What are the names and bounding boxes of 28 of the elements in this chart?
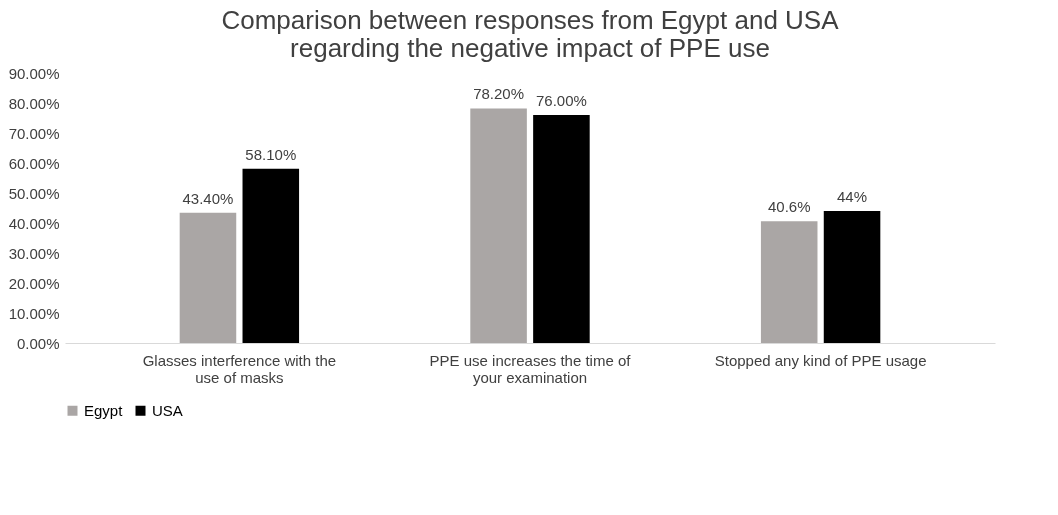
y-tick-label: 50.00% — [8, 184, 60, 202]
chart-title: Comparison between responses from Egypt and USA regarding the negative impact of PPE use — [221, 5, 840, 63]
y-tick-label: 80.00% — [8, 94, 60, 112]
data-label: 43.40% — [182, 189, 234, 207]
data-label: 44% — [837, 188, 868, 205]
data-label: 78.20% — [473, 85, 525, 103]
bar — [533, 115, 590, 343]
data-label: 76.00% — [535, 92, 587, 109]
y-tick-label: 10.00% — [8, 304, 60, 322]
bar — [242, 168, 300, 343]
y-tick-label: 0.00% — [16, 334, 60, 352]
y-tick-label: 90.00% — [8, 64, 60, 82]
y-tick-label: 60.00% — [8, 154, 60, 172]
bar — [179, 212, 237, 343]
data-label: 58.10% — [245, 145, 297, 163]
bar — [470, 108, 527, 343]
y-tick-label: 30.00% — [8, 244, 60, 262]
x-tick-label: PPE use increases the time of your examination — [429, 351, 632, 386]
data-label: 40.6% — [767, 198, 811, 216]
legend-label: Egypt — [84, 401, 124, 419]
bar — [823, 211, 881, 343]
bar — [760, 221, 818, 343]
y-tick-label: 40.00% — [8, 214, 60, 232]
x-tick-label: Stopped any kind of PPE usage — [714, 351, 927, 369]
y-tick-label: 20.00% — [8, 274, 60, 292]
x-tick-label: Glasses interference with the use of masks — [142, 351, 337, 386]
y-tick-label: 70.00% — [8, 124, 60, 142]
legend-label: USA — [152, 401, 183, 419]
